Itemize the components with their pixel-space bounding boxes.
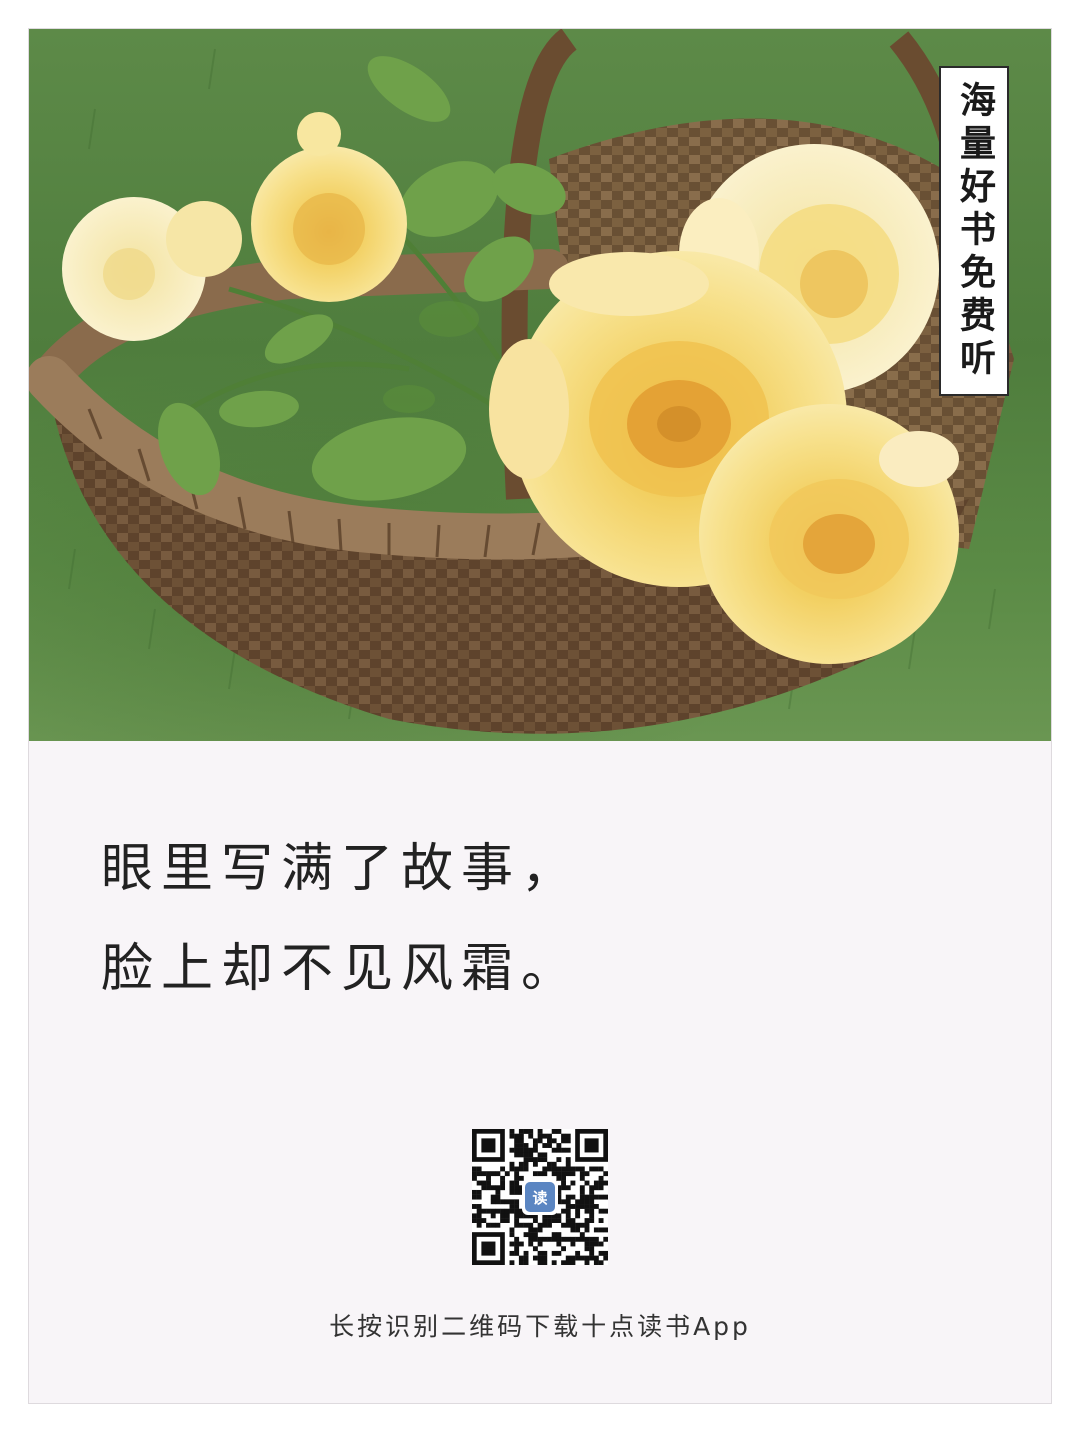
- download-caption: 长按识别二维码下载十点读书App: [329, 1312, 751, 1341]
- rose-basket-photo: 海量好书免费听: [29, 29, 1051, 741]
- quote-line-1: 眼里写满了故事，: [101, 839, 582, 899]
- poster-card: 海量好书免费听 眼里写满了故事， 脸上却不见风霜。 读 长按识别二维码下载十点读…: [28, 28, 1052, 1404]
- free-listening-tag: 海量好书免费听: [939, 66, 1009, 396]
- app-logo-icon: 读: [522, 1179, 558, 1215]
- photo-illustration: [29, 29, 1014, 734]
- tag-text: 海量好书免费听: [954, 80, 995, 382]
- qr-code[interactable]: 读: [472, 1129, 608, 1265]
- quote-block: 眼里写满了故事， 脸上却不见风霜。: [101, 819, 981, 1019]
- quote-line-2: 脸上却不见风霜。: [101, 939, 582, 999]
